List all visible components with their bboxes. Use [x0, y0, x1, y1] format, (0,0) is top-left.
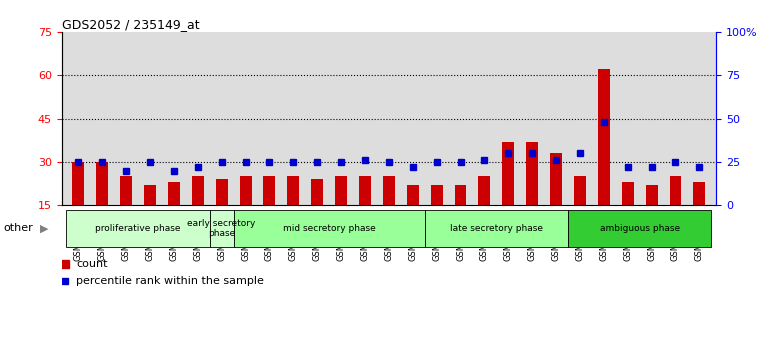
Bar [645, 185, 658, 205]
Bar [96, 162, 108, 205]
Text: mid secretory phase: mid secretory phase [283, 224, 376, 233]
Bar [621, 182, 634, 205]
Bar [216, 179, 228, 205]
Bar [168, 182, 180, 205]
Text: count: count [76, 259, 108, 269]
Bar [598, 69, 610, 205]
Text: late secretory phase: late secretory phase [450, 224, 543, 233]
Bar [335, 176, 347, 205]
FancyBboxPatch shape [425, 210, 568, 247]
Text: ambiguous phase: ambiguous phase [600, 224, 680, 233]
Text: ▶: ▶ [40, 223, 49, 233]
Bar [407, 185, 419, 205]
Bar [454, 185, 467, 205]
Bar [694, 182, 705, 205]
Bar [670, 176, 681, 205]
Bar [263, 176, 276, 205]
FancyBboxPatch shape [568, 210, 711, 247]
Text: percentile rank within the sample: percentile rank within the sample [76, 276, 264, 286]
Bar [502, 142, 514, 205]
Bar [72, 162, 84, 205]
FancyBboxPatch shape [209, 210, 233, 247]
Text: other: other [4, 223, 34, 233]
FancyBboxPatch shape [66, 210, 209, 247]
Bar [359, 176, 371, 205]
Bar [550, 153, 562, 205]
Bar [526, 142, 538, 205]
FancyBboxPatch shape [233, 210, 425, 247]
Bar [239, 176, 252, 205]
Bar [383, 176, 395, 205]
Text: proliferative phase: proliferative phase [95, 224, 181, 233]
Bar [311, 179, 323, 205]
Bar [430, 185, 443, 205]
Bar [144, 185, 156, 205]
Bar [287, 176, 300, 205]
Text: GDS2052 / 235149_at: GDS2052 / 235149_at [62, 18, 199, 31]
Bar [120, 176, 132, 205]
Bar [574, 176, 586, 205]
Text: early secretory
phase: early secretory phase [187, 219, 256, 238]
Bar [478, 176, 490, 205]
Bar [192, 176, 204, 205]
